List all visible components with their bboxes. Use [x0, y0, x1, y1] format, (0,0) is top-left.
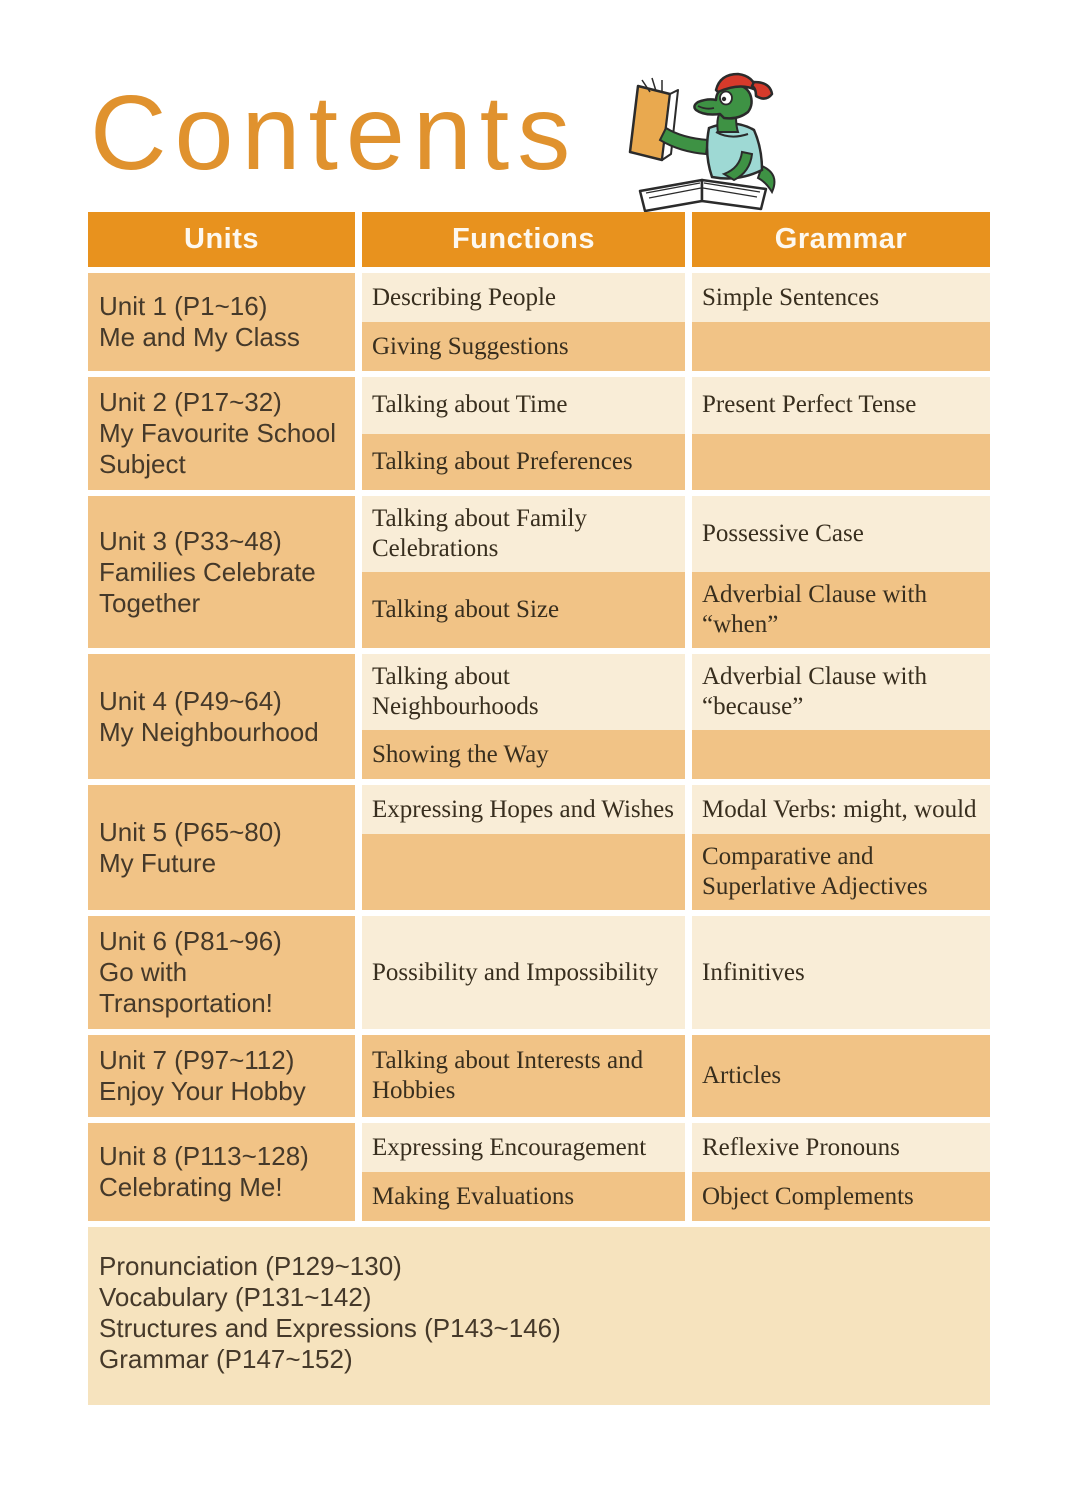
function-cell: Expressing Encouragement: [362, 1123, 685, 1172]
table-header-row: Units Functions Grammar: [88, 212, 990, 267]
unit-cell: Unit 1 (P1~16) Me and My Class: [88, 273, 355, 371]
function-cell: Showing the Way: [362, 730, 685, 779]
contents-table: Units Functions Grammar Unit 1 (P1~16) M…: [88, 212, 990, 1405]
grammar-cell: Possessive Case: [692, 496, 990, 572]
column-header-units: Units: [88, 212, 355, 267]
reading-dinosaur-illustration: [628, 72, 776, 213]
dinosaur-right-arm: [721, 150, 754, 182]
function-cell: Talking about Preferences: [362, 433, 685, 490]
unit-group-1: Unit 1 (P1~16) Me and My Class Describin…: [88, 273, 990, 371]
unit-group-5: Unit 5 (P65~80) My Future Expressing Hop…: [88, 785, 990, 910]
unit-group-6: Unit 6 (P81~96) Go with Transportation! …: [88, 916, 990, 1029]
function-cell: Talking about Neighbourhoods: [362, 654, 685, 730]
grammar-cell: [692, 322, 990, 371]
function-cell: Talking about Family Celebrations: [362, 496, 685, 572]
unit-group-2: Unit 2 (P17~32) My Favourite School Subj…: [88, 377, 990, 490]
grammar-cell: Adverbial Clause with “because”: [692, 654, 990, 730]
function-cell: Making Evaluations: [362, 1172, 685, 1221]
function-cell: Giving Suggestions: [362, 322, 685, 371]
appendix-item-structures: Structures and Expressions (P143~146): [99, 1313, 561, 1343]
grammar-cell: Object Complements: [692, 1172, 990, 1221]
unit-cell: Unit 2 (P17~32) My Favourite School Subj…: [88, 377, 355, 490]
appendix-item-pronunciation: Pronunciation (P129~130): [99, 1251, 402, 1281]
unit-group-7: Unit 7 (P97~112) Enjoy Your Hobby Talkin…: [88, 1035, 990, 1117]
grammar-cell: Present Perfect Tense: [692, 377, 990, 434]
unit-group-8: Unit 8 (P113~128) Celebrating Me! Expres…: [88, 1123, 990, 1221]
unit-group-3: Unit 3 (P33~48) Families Celebrate Toget…: [88, 496, 990, 648]
appendix-list: Pronunciation (P129~130) Vocabulary (P13…: [88, 1227, 990, 1405]
unit-cell: Unit 8 (P113~128) Celebrating Me!: [88, 1123, 355, 1221]
unit-cell: Unit 7 (P97~112) Enjoy Your Hobby: [88, 1035, 355, 1117]
grammar-cell: Adverbial Clause with “when”: [692, 572, 990, 648]
red-cap-icon: [714, 72, 774, 100]
column-header-grammar: Grammar: [692, 212, 990, 267]
appendix-item-vocabulary: Vocabulary (P131~142): [99, 1282, 372, 1312]
function-cell: Possibility and Impossibility: [362, 916, 685, 1029]
unit-group-4: Unit 4 (P49~64) My Neighbourhood Talking…: [88, 654, 990, 779]
function-cell: Expressing Hopes and Wishes: [362, 785, 685, 834]
grammar-cell: Comparative and Superlative Adjectives: [692, 834, 990, 910]
grammar-cell: Reflexive Pronouns: [692, 1123, 990, 1172]
held-book-icon: [628, 77, 679, 162]
unit-cell: Unit 4 (P49~64) My Neighbourhood: [88, 654, 355, 779]
unit-cell: Unit 6 (P81~96) Go with Transportation!: [88, 916, 355, 1029]
unit-cell: Unit 5 (P65~80) My Future: [88, 785, 355, 910]
dinosaur-left-arm: [658, 126, 710, 156]
function-cell: [362, 834, 685, 910]
appendix-item-grammar: Grammar (P147~152): [99, 1344, 353, 1374]
open-book-icon: [638, 178, 768, 213]
column-header-functions: Functions: [362, 212, 685, 267]
grammar-cell: Simple Sentences: [692, 273, 990, 322]
function-cell: Talking about Interests and Hobbies: [362, 1035, 685, 1117]
grammar-cell: [692, 730, 990, 779]
grammar-cell: Articles: [692, 1035, 990, 1117]
grammar-cell: Infinitives: [692, 916, 990, 1029]
grammar-cell: Modal Verbs: might, would: [692, 785, 990, 834]
function-cell: Talking about Size: [362, 572, 685, 648]
page-title: Contents: [90, 74, 579, 192]
grammar-cell: [692, 433, 990, 490]
function-cell: Describing People: [362, 273, 685, 322]
unit-cell: Unit 3 (P33~48) Families Celebrate Toget…: [88, 496, 355, 648]
dinosaur-tail: [756, 164, 776, 195]
function-cell: Talking about Time: [362, 377, 685, 434]
